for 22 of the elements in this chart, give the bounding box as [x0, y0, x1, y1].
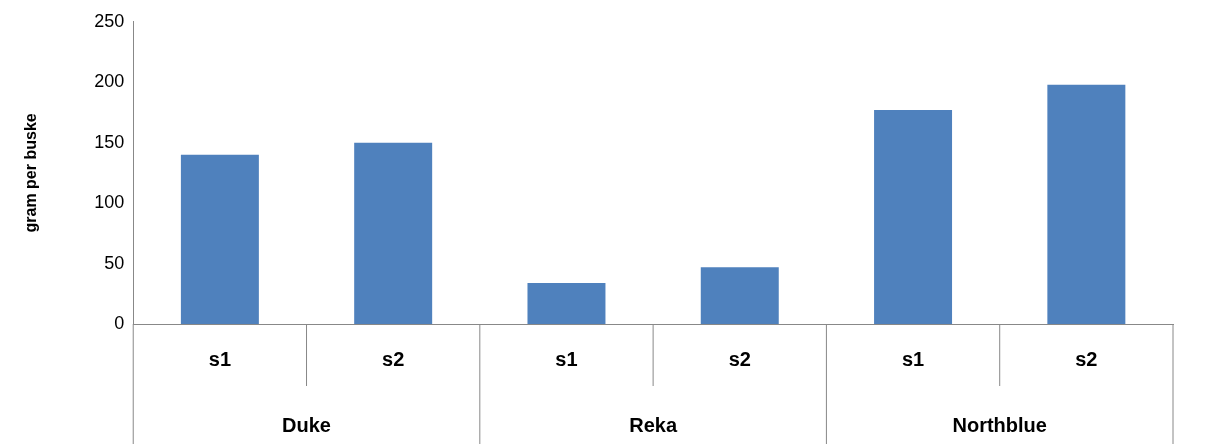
- x-tick-label: s1: [901, 347, 925, 370]
- x-tick-label: s1: [555, 347, 578, 370]
- bar: [180, 154, 259, 324]
- y-axis-title: gram per buske: [22, 113, 40, 233]
- text: Reka: [629, 413, 678, 436]
- text: Northblue: [952, 413, 1047, 436]
- y-tick-label: 50: [104, 252, 125, 273]
- y-tick-label: 200: [94, 71, 125, 92]
- bar: [527, 282, 606, 324]
- x-tick-label: s2: [728, 347, 751, 370]
- y-tick-label: 250: [94, 10, 125, 31]
- text: Duke: [282, 413, 331, 436]
- bar: [874, 110, 953, 324]
- x-tick-label: s2: [1075, 347, 1098, 370]
- y-tick-label: 150: [94, 131, 125, 152]
- x-tick-label: s1: [208, 347, 231, 370]
- bar: [1047, 84, 1126, 324]
- y-tick-label: 0: [114, 312, 125, 333]
- bar: [354, 142, 433, 324]
- bar: [700, 267, 779, 324]
- x-tick-label: s2: [382, 347, 405, 370]
- y-tick-label: 100: [94, 192, 125, 213]
